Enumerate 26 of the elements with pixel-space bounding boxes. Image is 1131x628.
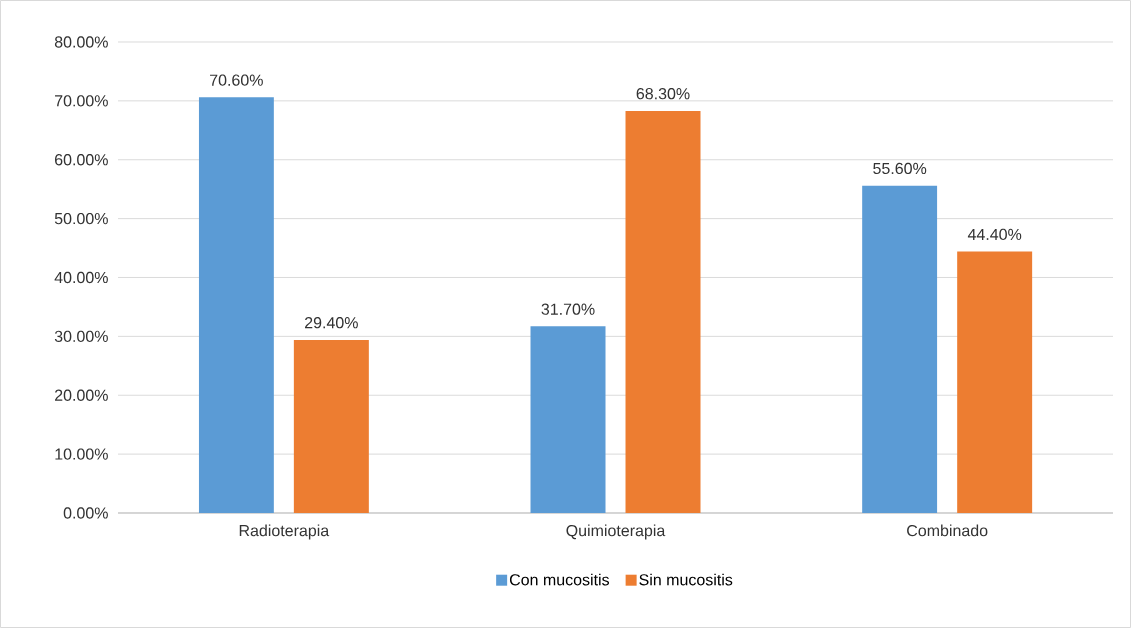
x-tick-label: Radioterapia [239, 524, 330, 540]
bar [293, 339, 369, 513]
y-tick-label: 0.00% [63, 507, 108, 519]
data-label: 68.30% [636, 88, 690, 100]
data-label: 70.60% [210, 74, 263, 86]
x-tick-label: Combinado [907, 524, 988, 537]
legend-label: Con mucositis [509, 573, 610, 586]
y-tick-label: 50.00% [54, 212, 108, 225]
data-label: 29.40% [305, 317, 358, 329]
y-tick-label: 10.00% [55, 448, 108, 460]
data-label: 44.40% [967, 228, 1022, 241]
y-tick-label: 20.00% [55, 389, 108, 401]
data-label: 55.60% [873, 162, 927, 175]
data-label: 31.70% [541, 303, 595, 315]
bar [625, 110, 701, 513]
legend-label: Sin mucositis [639, 573, 733, 586]
x-tick-label: Quimioterapia [566, 524, 666, 540]
bar [198, 97, 274, 513]
y-tick-label: 30.00% [54, 330, 108, 343]
bar [862, 185, 938, 513]
bar [530, 326, 606, 513]
y-tick-label: 80.00% [54, 36, 108, 48]
y-tick-label: 70.00% [55, 95, 108, 107]
bar [957, 251, 1033, 513]
y-tick-label: 40.00% [54, 271, 108, 284]
y-tick-label: 60.00% [55, 154, 108, 166]
